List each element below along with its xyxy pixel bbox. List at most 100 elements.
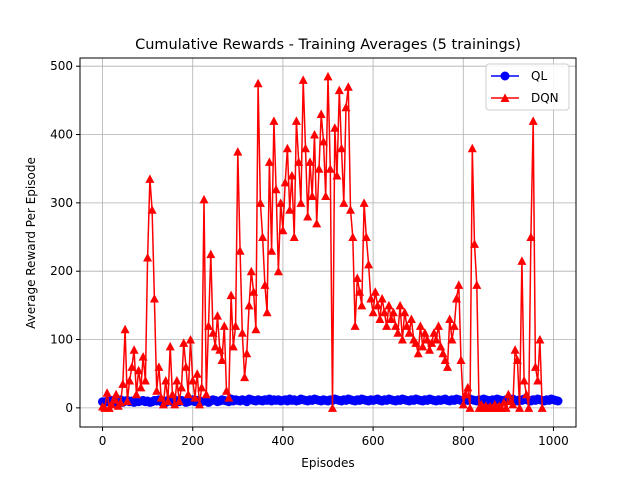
data-point-dqn: [111, 389, 121, 399]
data-point-dqn: [244, 300, 254, 310]
data-point-dqn: [517, 256, 527, 265]
data-point-dqn: [530, 362, 540, 371]
y-axis-label: Average Reward Per Episode: [24, 157, 38, 329]
data-point-dqn: [134, 365, 144, 375]
data-point-dqn: [470, 239, 479, 248]
data-point-dqn: [183, 389, 193, 399]
data-point-dqn: [325, 164, 335, 173]
data-point-dqn: [271, 184, 281, 194]
data-point-dqn: [249, 287, 259, 296]
data-point-dqn: [188, 376, 198, 385]
data-point-dqn: [537, 403, 547, 412]
chart-title: Cumulative Rewards - Training Averages (…: [135, 37, 521, 53]
data-point-dqn: [402, 321, 412, 330]
data-point-dqn: [524, 403, 534, 412]
data-point-dqn: [316, 109, 326, 118]
data-point-dqn: [533, 376, 543, 385]
data-point-dqn: [458, 399, 468, 409]
data-point-dqn: [456, 355, 466, 364]
plot-frame: [79, 57, 577, 428]
data-point-dqn: [334, 85, 344, 95]
data-point-dqn: [149, 294, 159, 303]
data-point-dqn: [332, 171, 342, 180]
data-point-dqn: [280, 177, 290, 187]
data-point-dqn: [515, 403, 525, 412]
data-point-dqn: [276, 198, 286, 207]
y-tick-label: 0: [65, 401, 73, 415]
data-point-dqn: [420, 328, 430, 337]
data-point-dqn: [122, 396, 132, 405]
data-point-dqn: [321, 191, 331, 200]
data-point-dqn: [163, 396, 173, 405]
data-point-dqn: [535, 335, 545, 344]
data-point-dqn: [431, 335, 441, 344]
data-point-dqn: [377, 294, 387, 303]
data-point-dqn: [512, 355, 522, 364]
data-point-dqn: [195, 399, 204, 409]
x-tick-label: 400: [271, 434, 294, 448]
data-point-dqn: [445, 314, 455, 323]
data-point-dqn: [242, 348, 252, 358]
data-point-dqn: [145, 174, 155, 183]
data-point-dqn: [352, 273, 362, 282]
data-point-dqn: [526, 232, 536, 241]
data-point-dqn: [427, 338, 437, 347]
data-point-dqn: [294, 157, 304, 166]
data-point-dqn: [503, 389, 513, 399]
data-point-dqn: [350, 321, 360, 330]
data-point-dqn: [226, 290, 236, 300]
data-point-dqn: [400, 307, 410, 317]
x-axis-label: Episodes: [301, 456, 354, 470]
data-point-dqn: [337, 143, 346, 153]
y-tick-label: 300: [50, 196, 73, 210]
data-point-dqn: [375, 314, 385, 323]
data-point-dqn: [156, 393, 166, 402]
data-point-dqn: [373, 300, 383, 310]
series-layer: [98, 71, 563, 412]
data-point-dqn: [521, 389, 531, 399]
data-point-dqn: [452, 294, 461, 303]
legend-label-dqn: DQN: [531, 91, 559, 105]
data-point-dqn: [181, 362, 191, 371]
data-point-dqn: [382, 321, 392, 330]
data-point-dqn: [443, 362, 452, 371]
data-point-dqn: [312, 218, 322, 228]
data-point-dqn: [204, 321, 213, 330]
data-point-dqn: [260, 280, 270, 289]
data-point-dqn: [102, 388, 112, 397]
data-point-dqn: [237, 328, 247, 337]
data-point-dqn: [328, 403, 337, 412]
legend-label-ql: QL: [531, 69, 547, 83]
data-point-dqn: [240, 372, 250, 382]
data-point-dqn: [107, 399, 117, 409]
data-point-dqn: [251, 324, 261, 334]
data-point-dqn: [330, 123, 340, 132]
data-point-dqn: [411, 338, 421, 347]
data-point-dqn: [379, 307, 389, 317]
data-point-dqn: [501, 403, 511, 412]
data-point-dqn: [307, 191, 317, 200]
data-point-dqn: [422, 335, 432, 344]
data-point-dqn: [447, 335, 457, 344]
data-point-dqn: [343, 82, 353, 91]
data-point-dqn: [235, 246, 245, 255]
data-point-dqn: [436, 341, 446, 351]
data-point-dqn: [154, 362, 164, 371]
data-point-dqn: [370, 287, 380, 296]
data-point-dqn: [425, 345, 434, 354]
data-point-dqn: [262, 307, 272, 317]
x-tick-label: 0: [99, 434, 107, 448]
data-point-dqn: [397, 335, 407, 344]
legend-marker-dqn: [500, 93, 510, 102]
data-point-dqn: [319, 136, 328, 146]
data-point-dqn: [186, 335, 195, 344]
data-point-dqn: [348, 232, 358, 241]
data-point-dqn: [314, 164, 324, 173]
data-point-dqn: [224, 393, 234, 402]
data-point-dqn: [165, 341, 175, 351]
data-point-dqn: [109, 395, 119, 404]
data-point-dqn: [366, 294, 376, 303]
x-tick-label: 800: [452, 434, 475, 448]
data-point-dqn: [264, 157, 274, 166]
data-point-dqn: [192, 369, 202, 378]
